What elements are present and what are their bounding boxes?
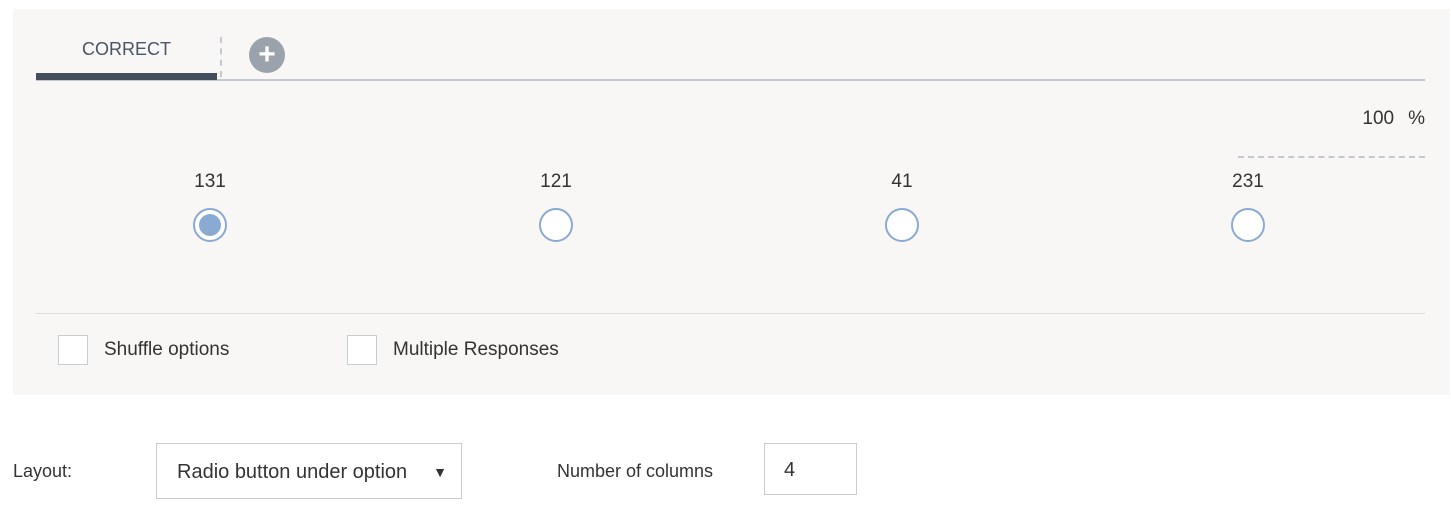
multiple-responses-checkbox[interactable]: Multiple Responses [347, 335, 559, 365]
radio-button[interactable] [1231, 208, 1265, 242]
score-value: 100 [1362, 108, 1395, 129]
option-2[interactable]: 121 [506, 171, 606, 247]
radio-button[interactable] [539, 208, 573, 242]
active-tab-indicator [36, 73, 217, 80]
score[interactable]: 100% [1362, 108, 1425, 130]
option-3[interactable]: 41 [852, 171, 952, 247]
option-label: 41 [891, 171, 913, 192]
radio-button[interactable] [885, 208, 919, 242]
option-1[interactable]: 131 [160, 171, 260, 247]
option-label: 131 [194, 171, 226, 192]
checkbox-label: Multiple Responses [393, 339, 559, 360]
checkbox-label: Shuffle options [104, 339, 230, 360]
option-label: 121 [540, 171, 572, 192]
caret-down-icon: ▼ [433, 464, 447, 480]
score-underline [1238, 156, 1425, 158]
layout-select[interactable]: Radio button under option ▼ [156, 443, 462, 499]
tab-correct[interactable]: CORRECT [82, 39, 171, 59]
tab-bar-line [36, 79, 1425, 81]
divider [36, 313, 1425, 314]
tab-separator [220, 37, 222, 77]
option-label: 231 [1232, 171, 1264, 192]
layout-value: Radio button under option [177, 461, 408, 483]
checkbox-box[interactable] [347, 335, 377, 365]
plus-circle-icon[interactable]: + [249, 37, 285, 73]
checkbox-box[interactable] [58, 335, 88, 365]
response-panel: CORRECT + 100% 131 121 41 231 Shuffle op… [13, 9, 1450, 395]
option-4[interactable]: 231 [1198, 171, 1298, 247]
shuffle-options-checkbox[interactable]: Shuffle options [58, 335, 229, 365]
radio-button[interactable] [193, 208, 227, 242]
layout-label: Layout: [13, 461, 73, 481]
columns-label: Number of columns [557, 461, 714, 481]
columns-input[interactable]: 4 [764, 443, 857, 495]
score-unit: % [1408, 108, 1425, 129]
